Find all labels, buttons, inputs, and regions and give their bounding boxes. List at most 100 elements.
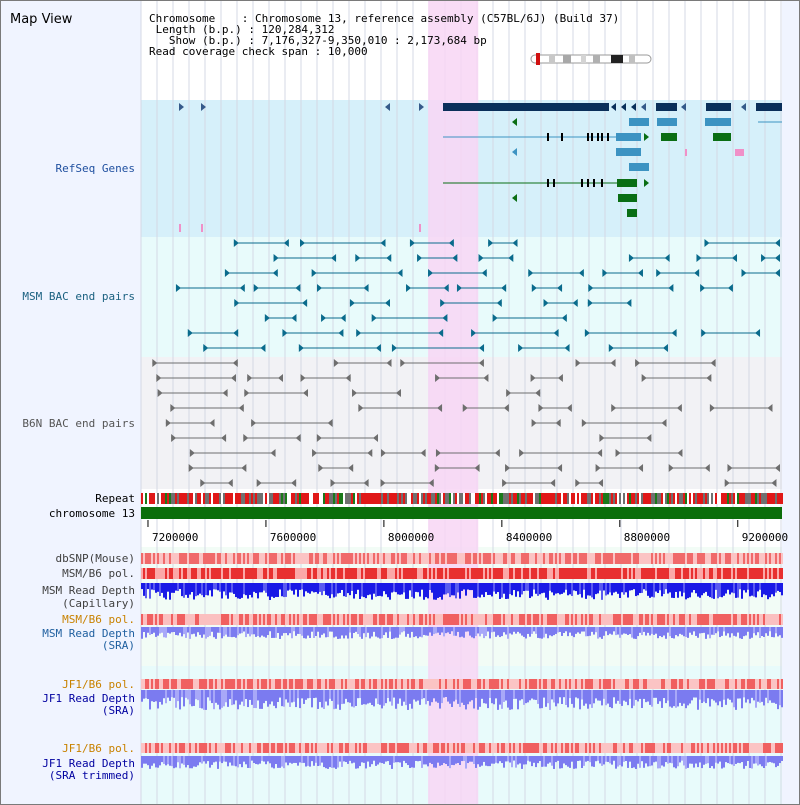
depth-bar — [329, 756, 331, 768]
heat-cell — [727, 743, 729, 753]
depth-bar — [753, 583, 755, 597]
repeat-block — [619, 493, 621, 504]
heat-cell — [219, 614, 221, 625]
depth-bar — [365, 690, 367, 705]
repeat-block — [583, 493, 585, 504]
heat-cell — [323, 679, 325, 689]
repeat-block — [167, 493, 169, 504]
heat-cell — [629, 679, 631, 689]
bac-end — [209, 419, 215, 427]
heat-cell — [591, 614, 593, 625]
heat-cell — [389, 679, 391, 689]
heat-cell — [627, 568, 629, 579]
depth-bar — [357, 756, 359, 769]
depth-bar — [453, 583, 455, 596]
repeat-block — [755, 493, 757, 504]
track-label-repeat[interactable]: Repeat — [95, 492, 135, 505]
track-label-msm-depth-capillary[interactable]: MSM Read Depth — [42, 584, 135, 597]
track-label-refseq[interactable]: RefSeq Genes — [55, 162, 135, 175]
heat-cell — [185, 743, 187, 753]
depth-bar — [587, 690, 589, 709]
depth-bar — [629, 690, 631, 699]
track-label-msm-depth-sra[interactable]: MSM Read Depth — [42, 627, 135, 640]
depth-bar — [585, 627, 587, 637]
track-label-jf1-b6-pol-1[interactable]: JF1/B6 pol. — [62, 678, 135, 691]
track-label-jf1-b6-pol-2[interactable]: JF1/B6 pol. — [62, 742, 135, 755]
depth-bar — [253, 583, 255, 592]
heat-cell — [293, 568, 295, 579]
heat-cell — [635, 568, 637, 579]
track-label-msm-b6-pol-1[interactable]: MSM/B6 pol. — [62, 567, 135, 580]
track-label-msm-bac[interactable]: MSM BAC end pairs — [22, 290, 135, 303]
heat-cell — [361, 614, 363, 625]
heat-cell — [407, 679, 409, 689]
heat-cell — [759, 568, 761, 579]
heat-cell — [189, 553, 191, 564]
heat-cell — [691, 679, 693, 689]
depth-bar — [687, 690, 689, 706]
heat-cell — [671, 553, 673, 564]
heat-cell — [587, 679, 589, 689]
heat-cell — [687, 568, 689, 579]
heat-cell — [309, 679, 311, 689]
bac-end — [755, 329, 761, 337]
depth-bar — [535, 756, 537, 768]
depth-bar — [247, 583, 249, 599]
depth-bar — [669, 627, 671, 637]
heat-cell — [749, 679, 751, 689]
depth-bar — [565, 627, 567, 632]
track-label-b6n-bac[interactable]: B6N BAC end pairs — [22, 417, 135, 430]
heat-cell — [499, 568, 501, 579]
repeat-block — [613, 493, 615, 504]
depth-bar — [385, 627, 387, 633]
heat-cell — [325, 553, 327, 564]
heat-cell — [333, 743, 335, 753]
exon — [547, 133, 549, 141]
track-label-msm-b6-pol-2[interactable]: MSM/B6 pol. — [62, 613, 135, 626]
heat-cell — [273, 568, 275, 579]
gene-block — [616, 133, 641, 141]
depth-bar — [727, 583, 729, 590]
repeat-block — [489, 493, 491, 504]
depth-bar — [417, 583, 419, 593]
ideogram-band — [581, 55, 586, 63]
heat-cell — [237, 614, 239, 625]
track-label-dbsnp[interactable]: dbSNP(Mouse) — [55, 552, 135, 565]
heat-cell — [437, 553, 439, 564]
heat-cell — [269, 614, 271, 625]
track-label-jf1-depth-trimmed[interactable]: JF1 Read Depth — [42, 757, 135, 770]
exon — [607, 133, 609, 141]
arrow-right — [201, 103, 206, 111]
heat-cell — [771, 614, 773, 625]
depth-bar — [627, 627, 629, 635]
heat-cell — [239, 679, 241, 689]
depth-bar — [581, 756, 583, 769]
heat-cell — [593, 679, 595, 689]
repeat-block — [399, 493, 401, 504]
heat-cell — [237, 568, 239, 579]
depth-bar — [367, 756, 369, 762]
heat-cell — [547, 614, 549, 625]
depth-bar — [737, 690, 739, 699]
depth-bar — [233, 690, 235, 705]
heat-cell — [589, 614, 591, 625]
heat-cell — [167, 568, 169, 579]
heat-cell — [493, 743, 495, 753]
heat-cell — [487, 614, 489, 625]
heat-cell — [561, 568, 563, 579]
depth-bar — [647, 627, 649, 633]
heat-cell — [447, 743, 449, 753]
track-label-jf1-depth-sra[interactable]: JF1 Read Depth — [42, 692, 135, 705]
depth-bar — [217, 583, 219, 591]
repeat-block — [233, 493, 235, 504]
depth-bar — [299, 690, 301, 709]
heat-cell — [645, 743, 647, 753]
repeat-block — [527, 493, 529, 504]
depth-bar — [681, 583, 683, 597]
gene-block — [618, 194, 637, 202]
heat-cell — [725, 568, 727, 579]
depth-bar — [273, 627, 275, 638]
chromosome-ideogram[interactable] — [530, 53, 652, 65]
heat-cell — [205, 553, 207, 564]
depth-bar — [541, 583, 543, 594]
